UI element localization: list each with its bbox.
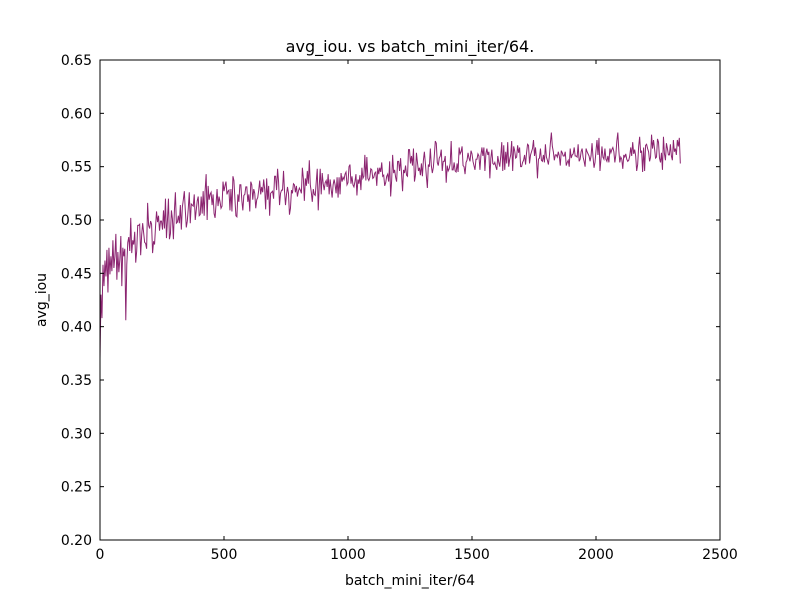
y-tick-label: 0.30	[61, 426, 92, 442]
y-tick-label: 0.45	[61, 266, 92, 282]
y-tick-label: 0.55	[61, 160, 92, 176]
y-tick-label: 0.20	[61, 533, 92, 549]
y-tick-label: 0.50	[61, 213, 92, 229]
plot-area	[99, 132, 681, 359]
x-axis-ticks: 0 500 1000 1500 2000 2500	[96, 60, 738, 563]
x-tick-label: 0	[96, 547, 105, 563]
chart-title: avg_iou. vs batch_mini_iter/64.	[286, 37, 535, 57]
series-line-0	[99, 132, 681, 359]
x-tick-label: 500	[211, 547, 238, 563]
x-axis-label: batch_mini_iter/64	[345, 573, 475, 589]
axes-frame	[99, 59, 721, 541]
x-tick-label: 2500	[702, 547, 738, 563]
y-tick-label: 0.65	[61, 53, 92, 69]
y-tick-label: 0.25	[61, 480, 92, 496]
x-tick-label: 2000	[578, 547, 614, 563]
x-tick-label: 1500	[454, 547, 490, 563]
y-tick-label: 0.35	[61, 373, 92, 389]
y-tick-label: 0.40	[61, 320, 92, 336]
x-tick-label: 1000	[330, 547, 366, 563]
y-tick-label: 0.60	[61, 106, 92, 122]
y-axis-label: avg_iou	[34, 273, 50, 327]
